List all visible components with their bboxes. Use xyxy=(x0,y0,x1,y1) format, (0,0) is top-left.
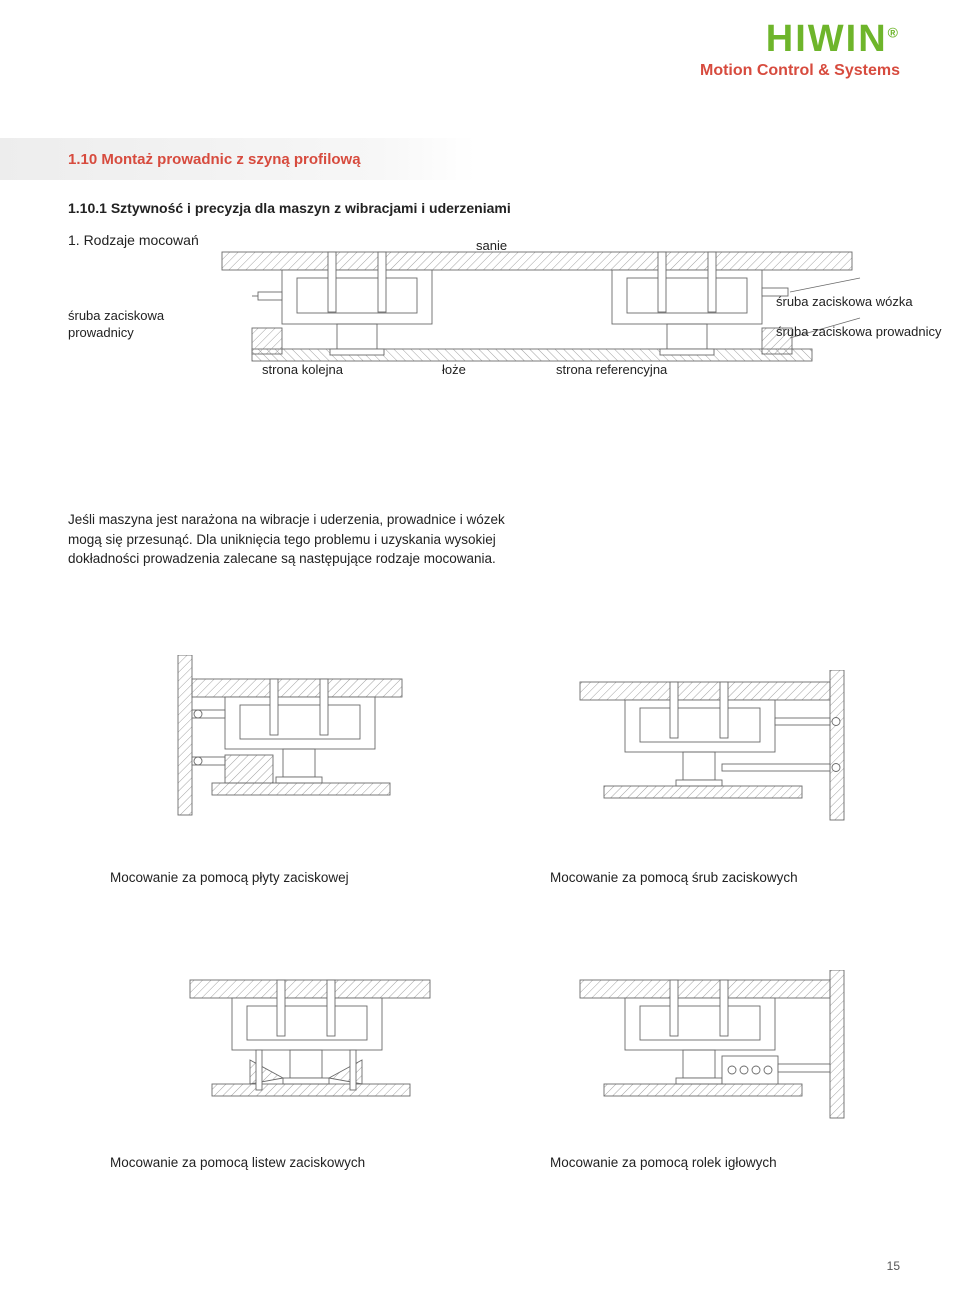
brand-tagline: Motion Control & Systems xyxy=(700,62,900,80)
brand-name: HIWIN® xyxy=(766,20,900,58)
label-strona-ref: strona referencyjna xyxy=(556,362,667,379)
figure-clamp-plate xyxy=(170,655,420,795)
figure-clamp-screws xyxy=(560,670,860,810)
caption-fig-d: Mocowanie za pomocą rolek igłowych xyxy=(550,1155,777,1170)
label-loze: łoże xyxy=(442,362,466,379)
figure-needle-rollers xyxy=(560,970,860,1110)
caption-fig-c: Mocowanie za pomocą listew zaciskowych xyxy=(110,1155,365,1170)
label-strona-kolejna: strona kolejna xyxy=(262,362,343,379)
brand-name-text: HIWIN xyxy=(766,18,888,60)
page-number: 15 xyxy=(887,1259,900,1273)
caption-fig-a: Mocowanie za pomocą płyty zaciskowej xyxy=(110,870,349,885)
section-title: 1.10 Montaż prowadnic z szyną profilową xyxy=(68,151,361,168)
caption-fig-b: Mocowanie za pomocą śrub zaciskowych xyxy=(550,870,798,885)
brand-reg: ® xyxy=(888,24,900,40)
section-header-bar: 1.10 Montaż prowadnic z szyną profilową xyxy=(0,138,475,180)
brand-logo: HIWIN® Motion Control & Systems xyxy=(700,20,900,80)
label-wozek: śruba zaciskowa wózka xyxy=(776,294,913,311)
figure-clamp-strips xyxy=(170,970,450,1110)
subsection-heading: 1.10.1 Sztywność i precyzja dla maszyn z… xyxy=(68,200,898,216)
label-left-clamp: śruba zaciskowa prowadnicy xyxy=(68,308,188,342)
body-paragraph: Jeśli maszyna jest narażona na wibracje … xyxy=(68,510,528,569)
label-right-clamp: śruba zaciskowa prowadnicy xyxy=(776,324,941,341)
label-sanie: sanie xyxy=(476,238,507,255)
